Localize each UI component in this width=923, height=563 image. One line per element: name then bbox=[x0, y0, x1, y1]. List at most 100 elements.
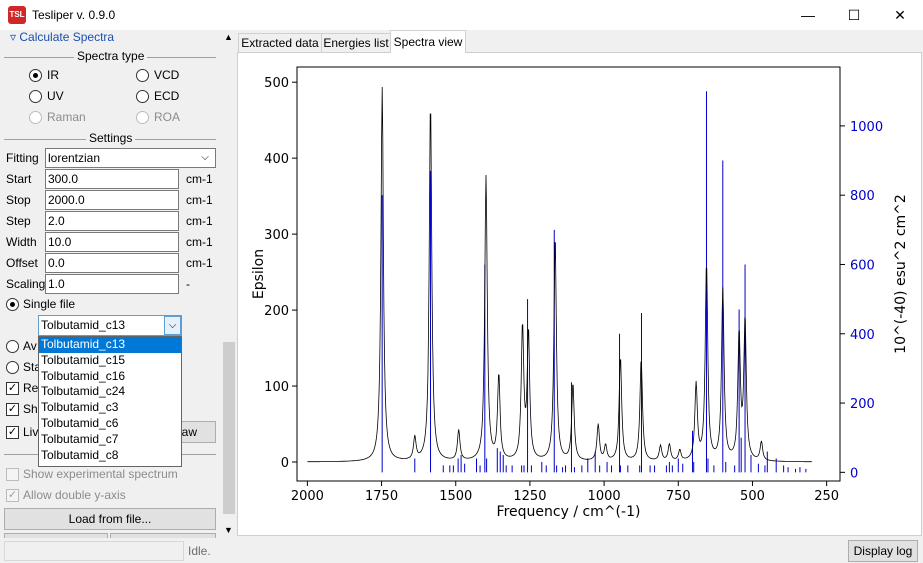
close-button[interactable]: ✕ bbox=[894, 7, 906, 23]
y2-tick-label: 400 bbox=[850, 328, 875, 343]
y-axis-left: 0 100 200 300 400 500 bbox=[264, 76, 297, 471]
scroll-thumb[interactable] bbox=[223, 342, 235, 514]
single-file-label: Single file bbox=[23, 297, 76, 311]
ir-spectrum-line bbox=[307, 86, 812, 463]
offset-field[interactable]: 0.0 bbox=[45, 253, 179, 273]
scroll-up-icon[interactable]: ▲ bbox=[224, 32, 233, 42]
radio-stack[interactable] bbox=[6, 361, 19, 374]
x-axis-label: Frequency / cm^(-1) bbox=[497, 504, 641, 520]
conformer-select-value: Tolbutamid_c13 bbox=[41, 318, 126, 332]
conformer-select[interactable]: Tolbutamid_c13 ⌵ bbox=[38, 315, 182, 336]
tab-spectra-view[interactable]: Spectra view bbox=[390, 30, 466, 53]
x-axis: 2000 1750 1500 1250 1000 750 500 250 bbox=[291, 481, 839, 504]
title-bar: TSL Tesliper v. 0.9.0 — ☐ ✕ bbox=[0, 0, 923, 30]
radio-average[interactable] bbox=[6, 340, 19, 353]
scroll-down-icon[interactable]: ▼ bbox=[224, 525, 233, 535]
x-tick-label: 1750 bbox=[365, 489, 398, 504]
radio-ecd[interactable] bbox=[136, 90, 149, 103]
x-tick-label: 1500 bbox=[439, 489, 472, 504]
stop-field[interactable]: 2000.0 bbox=[45, 190, 179, 210]
chevron-down-icon: ⌵ bbox=[201, 152, 209, 163]
dropdown-option[interactable]: Tolbutamid_c13 bbox=[39, 337, 181, 353]
radio-ir[interactable] bbox=[29, 69, 42, 82]
show-experimental-label: Show experimental spectrum bbox=[23, 467, 178, 481]
y2-tick-label: 200 bbox=[850, 397, 875, 412]
radio-vcd-label: VCD bbox=[154, 68, 180, 82]
stop-unit: cm-1 bbox=[186, 193, 213, 207]
y-axis-right: 0 200 400 600 800 1000 bbox=[840, 120, 883, 481]
app-logo-icon: TSL bbox=[8, 6, 26, 24]
show-checkbox[interactable]: ✓ bbox=[6, 403, 19, 416]
vcd-bars bbox=[381, 91, 807, 473]
y-tick-label: 0 bbox=[281, 456, 289, 471]
spectra-type-title: Spectra type bbox=[74, 49, 148, 63]
x-tick-label: 2000 bbox=[291, 489, 324, 504]
radio-uv[interactable] bbox=[29, 90, 42, 103]
radio-raman-label: Raman bbox=[47, 110, 86, 124]
live-preview-label: Liv bbox=[23, 425, 39, 439]
reverse-checkbox[interactable]: ✓ bbox=[6, 382, 19, 395]
tab-extracted-data[interactable]: Extracted data bbox=[238, 33, 322, 53]
x-tick-label: 750 bbox=[666, 489, 691, 504]
radio-vcd[interactable] bbox=[136, 69, 149, 82]
x-tick-label: 500 bbox=[740, 489, 765, 504]
y-tick-label: 500 bbox=[264, 76, 289, 91]
dropdown-option[interactable]: Tolbutamid_c15 bbox=[41, 352, 126, 367]
show-label: Sh bbox=[23, 402, 38, 416]
y-tick-label: 100 bbox=[264, 380, 289, 395]
scaling-unit: - bbox=[186, 277, 190, 291]
stack-label: Sta bbox=[23, 360, 42, 374]
radio-raman[interactable] bbox=[29, 111, 42, 124]
status-field bbox=[4, 541, 184, 561]
y2-tick-label: 600 bbox=[850, 258, 875, 273]
y2-tick-label: 0 bbox=[850, 466, 858, 481]
radio-ir-label: IR bbox=[47, 68, 59, 82]
offset-label: Offset bbox=[6, 256, 38, 270]
radio-uv-label: UV bbox=[47, 89, 64, 103]
conformer-dropdown-list: Tolbutamid_c13 Tolbutamid_c15 Tolbutamid… bbox=[38, 336, 182, 467]
calculate-spectra-header[interactable]: ▿ Calculate Spectra bbox=[10, 30, 115, 44]
spectrum-chart: 2000 1750 1500 1250 1000 750 500 250 0100200300… bbox=[251, 66, 909, 520]
x-tick-label: 250 bbox=[814, 489, 839, 504]
dropdown-option[interactable]: Tolbutamid_c3 bbox=[41, 400, 119, 415]
step-label: Step bbox=[6, 214, 31, 228]
width-field[interactable]: 10.0 bbox=[45, 232, 179, 252]
offset-unit: cm-1 bbox=[186, 256, 213, 270]
minimize-button[interactable]: — bbox=[801, 7, 815, 23]
show-experimental-checkbox[interactable] bbox=[6, 468, 19, 481]
y2-tick-label: 1000 bbox=[850, 120, 883, 135]
start-field[interactable]: 300.0 bbox=[45, 169, 179, 189]
load-from-file-button[interactable]: Load from file... bbox=[4, 508, 216, 530]
scaling-label: Scaling bbox=[6, 277, 46, 291]
settings-title: Settings bbox=[86, 131, 136, 145]
radio-roa[interactable] bbox=[136, 111, 149, 124]
dropdown-option[interactable]: Tolbutamid_c8 bbox=[41, 447, 119, 462]
dropdown-option[interactable]: Tolbutamid_c24 bbox=[41, 384, 126, 399]
dropdown-option[interactable]: Tolbutamid_c7 bbox=[41, 431, 119, 446]
window-title: Tesliper v. 0.9.0 bbox=[32, 8, 116, 22]
y2-axis-label: 10^(-40) esu^2 cm^2 bbox=[893, 194, 909, 354]
x-tick-label: 1000 bbox=[588, 489, 621, 504]
scaling-field[interactable]: 1.0 bbox=[45, 274, 179, 294]
width-label: Width bbox=[6, 235, 37, 249]
double-axis-label: Allow double y-axis bbox=[23, 488, 126, 502]
dropdown-option[interactable]: Tolbutamid_c6 bbox=[41, 415, 119, 430]
start-label: Start bbox=[6, 172, 32, 186]
fitting-label: Fitting bbox=[6, 151, 39, 165]
plot-frame bbox=[296, 66, 841, 482]
sidebar-scrollbar[interactable]: ▲ ▼ bbox=[221, 30, 236, 538]
fitting-select[interactable]: lorentzian ⌵ bbox=[45, 148, 216, 168]
start-unit: cm-1 bbox=[186, 172, 213, 186]
dropdown-option[interactable]: Tolbutamid_c16 bbox=[41, 368, 126, 383]
fitting-value: lorentzian bbox=[48, 151, 101, 165]
y2-tick-label: 800 bbox=[850, 189, 875, 204]
chevron-down-icon[interactable]: ⌵ bbox=[164, 316, 181, 335]
radio-single-file[interactable] bbox=[6, 298, 19, 311]
display-log-button[interactable]: Display log bbox=[848, 540, 918, 562]
double-axis-checkbox[interactable]: ✓ bbox=[6, 489, 19, 502]
step-field[interactable]: 2.0 bbox=[45, 211, 179, 231]
status-text: Idle. bbox=[188, 544, 211, 558]
maximize-button[interactable]: ☐ bbox=[847, 7, 861, 23]
live-preview-checkbox[interactable]: ✓ bbox=[6, 426, 19, 439]
tab-energies-list[interactable]: Energies list bbox=[321, 33, 391, 53]
